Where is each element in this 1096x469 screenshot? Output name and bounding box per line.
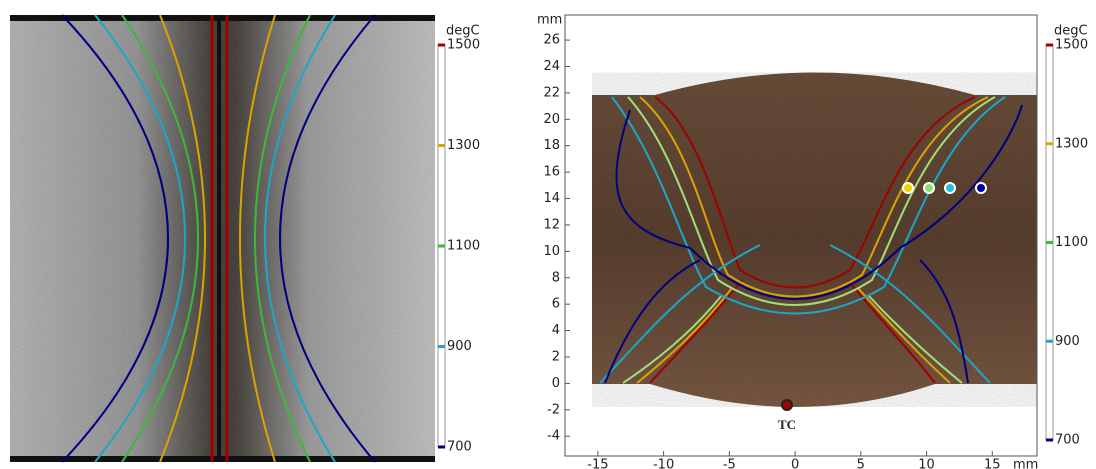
y-tick-label: 16 (543, 165, 560, 180)
colorbar-tick-label: 1100 (1055, 235, 1088, 250)
right-image (592, 72, 1037, 411)
x-axis-label: mm (1013, 458, 1038, 469)
x-tick-label: 15 (984, 458, 1001, 469)
y-tick-label: 6 (552, 297, 560, 312)
x-tick-label: 5 (857, 458, 865, 469)
x-tick-label: -10 (653, 458, 674, 469)
colorbar-tick-label: 700 (1055, 433, 1080, 448)
annotation: TC (778, 417, 796, 432)
colorbar-tick-label: 1500 (1055, 38, 1088, 53)
y-tick-label: 18 (543, 138, 560, 153)
y-tick-label: 8 (552, 270, 560, 285)
colorbar-tick-label: 900 (447, 339, 472, 354)
x-tick-label: -15 (587, 458, 608, 469)
x-tick-label: -5 (723, 458, 736, 469)
y-tick-label: 14 (543, 191, 560, 206)
colorbar-tick-label: 1300 (1055, 136, 1088, 151)
colorbar-tick-label: 700 (447, 440, 472, 455)
y-tick-label: -2 (547, 402, 560, 417)
axes-frame (564, 14, 1038, 457)
colorbar-tick-label: 900 (1055, 334, 1080, 349)
y-tick-label: 20 (543, 112, 560, 127)
y-tick-label: 22 (543, 85, 560, 100)
y-tick-label: -4 (547, 429, 560, 444)
x-tick-label: 10 (918, 458, 935, 469)
colorbar-label: degC (446, 24, 480, 39)
y-tick-label: 24 (543, 59, 560, 74)
left-image (10, 14, 435, 463)
y-tick-label: 26 (543, 33, 560, 48)
y-tick-label: 12 (543, 217, 560, 232)
y-tick-label: 2 (552, 349, 560, 364)
x-tick-label: 0 (791, 458, 799, 469)
y-tick-label: 10 (543, 244, 560, 259)
colorbar-label: degC (1054, 24, 1088, 39)
y-axis-label: mm (537, 13, 562, 28)
colorbar-tick-label: 1300 (447, 138, 480, 153)
colorbar-tick-label: 1500 (447, 38, 480, 53)
colorbar-tick-label: 1100 (447, 239, 480, 254)
y-tick-label: 4 (552, 323, 560, 338)
y-tick-label: 0 (552, 376, 560, 391)
